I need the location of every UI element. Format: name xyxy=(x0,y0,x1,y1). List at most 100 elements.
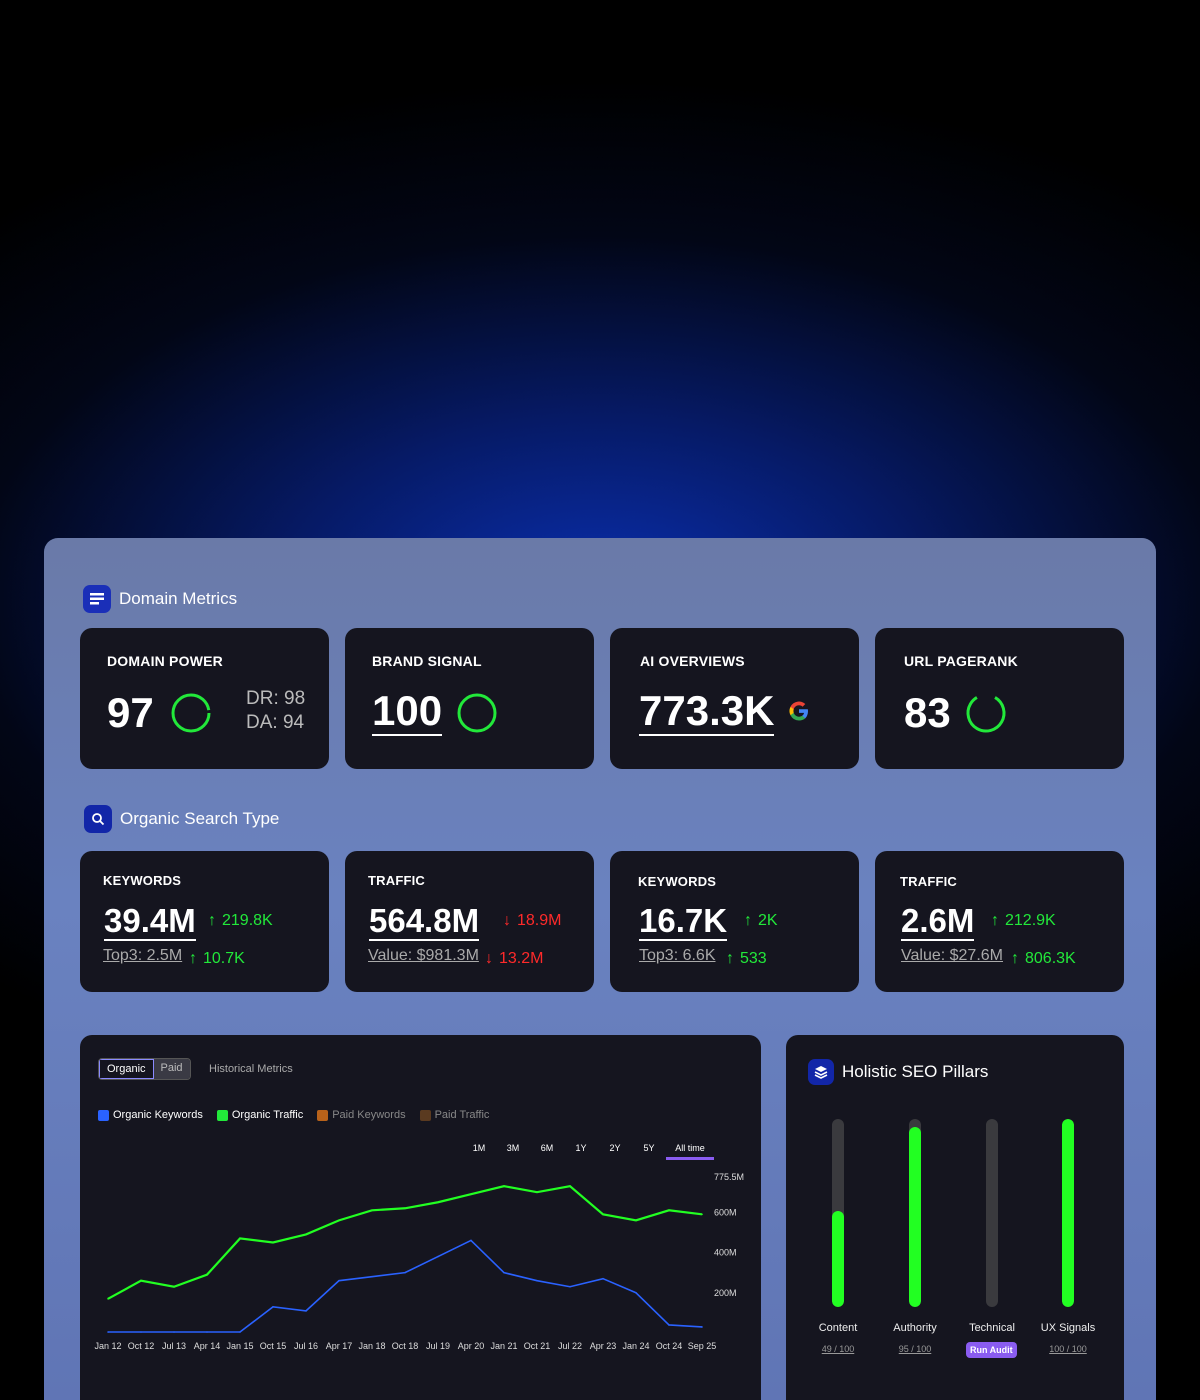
domain-power-card[interactable]: DOMAIN POWER 97 DR: 98 DA: 94 xyxy=(80,628,329,769)
sub-delta: ↑ 533 xyxy=(726,950,767,968)
arrow-down-icon: ↓ xyxy=(503,912,511,929)
x-tick-label: Sep 25 xyxy=(688,1341,717,1351)
domain-metrics-header: Domain Metrics xyxy=(83,585,237,613)
sub-value[interactable]: Top3: 6.6K xyxy=(639,947,716,964)
historical-chart-card: Organic Paid Historical Metrics Organic … xyxy=(80,1035,761,1400)
url-pagerank-card[interactable]: URL PAGERANK 83 xyxy=(875,628,1124,769)
card-label: KEYWORDS xyxy=(638,874,717,889)
legend-organic-traffic[interactable]: Organic Traffic xyxy=(216,1109,304,1121)
dr-value: DR: 98 xyxy=(246,688,306,709)
range-1y[interactable]: 1Y xyxy=(575,1143,587,1153)
checkbox-unchecked-icon[interactable] xyxy=(317,1109,329,1121)
brand-signal-label: BRAND SIGNAL xyxy=(372,653,482,669)
legend-organic-keywords[interactable]: Organic Keywords xyxy=(98,1109,203,1121)
sub-delta: ↓ 13.2M xyxy=(485,950,543,968)
x-tick-label: Apr 20 xyxy=(458,1341,485,1351)
organic-keywords-card[interactable]: KEYWORDS 39.4M ↑ 219.8K Top3: 2.5M ↑ 10.7K xyxy=(80,851,329,992)
run-audit-button[interactable]: Run Audit xyxy=(966,1342,1017,1358)
url-pagerank-ring-icon xyxy=(966,693,1006,733)
x-tick-label: Oct 12 xyxy=(128,1341,155,1351)
pillars-header: Holistic SEO Pillars xyxy=(808,1059,988,1085)
pillar-name: Technical xyxy=(969,1322,1015,1334)
arrow-down-icon: ↓ xyxy=(485,950,493,967)
x-tick-label: Jan 24 xyxy=(622,1341,649,1351)
delta-up: ↑ 212.9K xyxy=(991,912,1056,930)
delta-value: 2K xyxy=(758,912,778,929)
sub-value[interactable]: Top3: 2.5M xyxy=(103,947,183,964)
data-point xyxy=(107,1298,109,1300)
pillars-title: Holistic SEO Pillars xyxy=(842,1062,989,1081)
sub-value[interactable]: Value: $27.6M xyxy=(901,947,1003,964)
sub-value[interactable]: Value: $981.3M xyxy=(368,947,479,964)
data-point xyxy=(602,1213,604,1216)
data-point xyxy=(503,1271,505,1274)
organic-traffic-card[interactable]: TRAFFIC 564.8M ↓ 18.9M Value: $981.3M ↓ 13… xyxy=(345,851,594,992)
delta-value: 212.9K xyxy=(1005,912,1056,929)
sub-delta-value: 806.3K xyxy=(1025,950,1076,967)
legend-paid-traffic[interactable]: Paid Traffic xyxy=(419,1109,489,1121)
data-point xyxy=(173,1285,175,1288)
card-label: TRAFFIC xyxy=(368,873,425,888)
x-tick-label: Jul 22 xyxy=(558,1341,582,1351)
card-value[interactable]: 2.6M xyxy=(901,902,975,941)
domain-power-value: 97 xyxy=(107,689,154,736)
range-all-time[interactable]: All time xyxy=(666,1143,714,1160)
delta-up: ↑ 219.8K xyxy=(208,912,273,930)
x-tick-label: Apr 17 xyxy=(326,1341,353,1351)
pillar-score: 49 / 100 xyxy=(821,1344,855,1354)
range-1m[interactable]: 1M xyxy=(472,1143,486,1153)
range-3m[interactable]: 3M xyxy=(506,1143,520,1153)
organic-search-header: Organic Search Type xyxy=(84,805,279,833)
range-6m[interactable]: 6M xyxy=(540,1143,554,1153)
paid-traffic-card[interactable]: TRAFFIC 2.6M ↑ 212.9K Value: $27.6M ↑ 806.… xyxy=(875,851,1124,992)
card-label: TRAFFIC xyxy=(900,874,957,889)
legend-paid-keywords[interactable]: Paid Keywords xyxy=(317,1109,406,1121)
data-point xyxy=(338,1279,340,1282)
historical-metrics-tab[interactable]: Historical Metrics xyxy=(209,1063,293,1075)
checkbox-checked-icon[interactable] xyxy=(98,1109,109,1121)
data-point xyxy=(470,1193,472,1195)
card-value[interactable]: 564.8M xyxy=(369,902,480,941)
x-tick-label: Oct 21 xyxy=(524,1341,551,1351)
delta-value: 18.9M xyxy=(517,912,562,929)
checkbox-checked-icon[interactable] xyxy=(216,1109,228,1121)
x-tick-label: Jan 12 xyxy=(94,1341,121,1351)
sub-delta: ↑ 806.3K xyxy=(1011,950,1076,968)
brand-signal-value[interactable]: 100 xyxy=(372,687,443,736)
google-icon xyxy=(789,701,808,721)
range-2y[interactable]: 2Y xyxy=(609,1143,621,1153)
legend-label: Organic Traffic xyxy=(231,1109,304,1121)
card-value[interactable]: 39.4M xyxy=(104,902,196,941)
series-line xyxy=(107,1184,703,1300)
data-point xyxy=(437,1201,439,1204)
legend-label: Paid Keywords xyxy=(332,1109,406,1121)
pillar-bar-authority xyxy=(909,1119,921,1307)
seo-pillars-card: Holistic SEO Pillars Content 49 / 100 Auth… xyxy=(786,1035,1124,1400)
ai-overviews-card[interactable]: AI OVERVIEWS 773.3K xyxy=(610,628,859,769)
data-point xyxy=(338,1219,340,1222)
data-point xyxy=(305,1233,307,1236)
data-point xyxy=(569,1285,571,1288)
data-point xyxy=(371,1275,373,1278)
y-tick-label: 200M xyxy=(714,1288,737,1298)
tab-organic[interactable]: Organic xyxy=(99,1059,154,1079)
tab-paid[interactable]: Paid xyxy=(153,1059,190,1079)
arrow-up-icon: ↑ xyxy=(744,912,752,929)
brand-signal-card[interactable]: BRAND SIGNAL 100 xyxy=(345,628,594,769)
pillar-fill xyxy=(909,1126,921,1307)
checkbox-unchecked-icon[interactable] xyxy=(419,1109,431,1121)
card-value[interactable]: 16.7K xyxy=(639,902,728,941)
data-point xyxy=(536,1279,538,1282)
data-point xyxy=(701,1213,703,1216)
ai-overviews-value[interactable]: 773.3K xyxy=(639,687,775,736)
sub-delta-value: 533 xyxy=(740,950,767,967)
paid-keywords-card[interactable]: KEYWORDS 16.7K ↑ 2K Top3: 6.6K ↑ 533 xyxy=(610,851,859,992)
legend-label: Organic Keywords xyxy=(113,1109,203,1121)
range-5y[interactable]: 5Y xyxy=(643,1143,655,1153)
y-tick-label: 775.5M xyxy=(714,1172,744,1182)
x-tick-label: Jan 21 xyxy=(490,1341,517,1351)
domain-power-ring-icon xyxy=(171,693,211,733)
pillar-score: 95 / 100 xyxy=(898,1344,932,1354)
time-range-selector: 1M 3M 6M 1Y 2Y 5Y All time xyxy=(462,1143,714,1160)
pillar-bar-technical xyxy=(986,1119,998,1307)
